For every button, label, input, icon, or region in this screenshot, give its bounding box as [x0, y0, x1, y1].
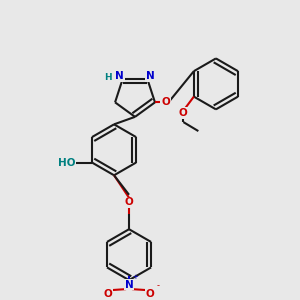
Text: N: N [115, 71, 124, 81]
Text: +: + [133, 274, 139, 280]
Text: O: O [146, 289, 154, 298]
Text: O: O [104, 289, 112, 298]
Text: -: - [157, 281, 160, 290]
Text: O: O [179, 108, 188, 118]
Text: O: O [125, 197, 134, 207]
Text: N: N [125, 280, 134, 290]
Text: O: O [161, 98, 170, 107]
Text: N: N [146, 71, 155, 81]
Text: H: H [105, 73, 112, 82]
Text: HO: HO [58, 158, 76, 167]
